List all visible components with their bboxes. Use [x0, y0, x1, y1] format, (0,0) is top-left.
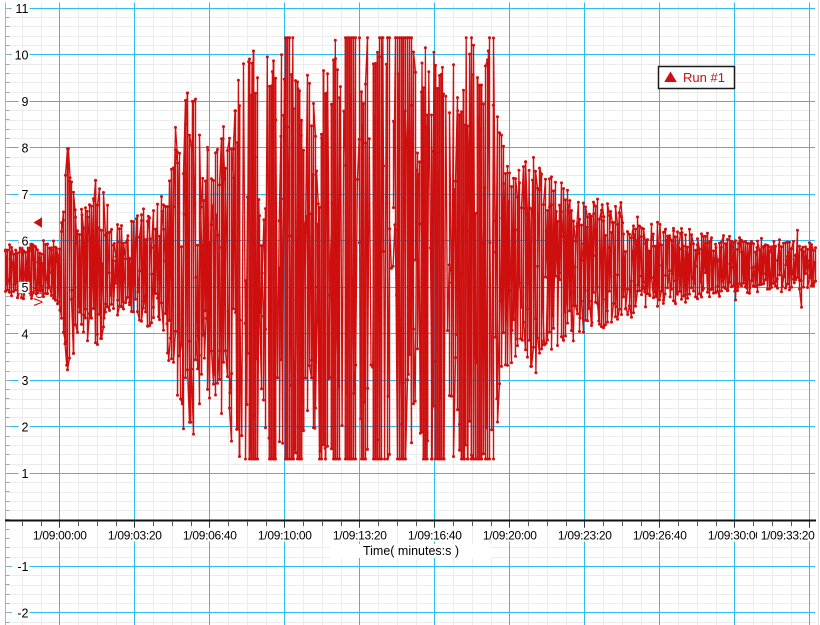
svg-text:Time( minutes:s ): Time( minutes:s ): [363, 544, 459, 558]
svg-text:1/09:10:00: 1/09:10:00: [258, 529, 312, 543]
svg-text:9: 9: [22, 95, 29, 109]
svg-text:2: 2: [22, 420, 29, 434]
svg-text:1/09:23:20: 1/09:23:20: [558, 529, 612, 543]
svg-text:-1: -1: [17, 560, 28, 574]
svg-text:-2: -2: [17, 606, 28, 620]
svg-text:1/09:13:20: 1/09:13:20: [333, 529, 387, 543]
svg-text:8: 8: [22, 141, 29, 155]
svg-text:1/09:26:40: 1/09:26:40: [633, 529, 687, 543]
svg-text:1/09:00:00: 1/09:00:00: [33, 529, 87, 543]
svg-text:1/09:03:20: 1/09:03:20: [108, 529, 162, 543]
svg-text:1/09:20:00: 1/09:20:00: [483, 529, 537, 543]
svg-text:4: 4: [22, 327, 29, 341]
svg-text:10: 10: [15, 48, 29, 62]
svg-text:5: 5: [22, 281, 29, 295]
svg-text:11: 11: [16, 2, 29, 16]
svg-text:3: 3: [22, 374, 29, 388]
svg-text:1/09:06:40: 1/09:06:40: [183, 529, 237, 543]
svg-text:7: 7: [22, 188, 29, 202]
svg-text:1/09:16:40: 1/09:16:40: [408, 529, 462, 543]
svg-text:6: 6: [22, 234, 29, 248]
svg-text:1: 1: [22, 467, 29, 481]
svg-text:1/09:30:00: 1/09:30:00: [708, 529, 762, 543]
svg-text:1/09:33:20: 1/09:33:20: [761, 529, 815, 543]
svg-text:Run #1: Run #1: [683, 70, 725, 85]
